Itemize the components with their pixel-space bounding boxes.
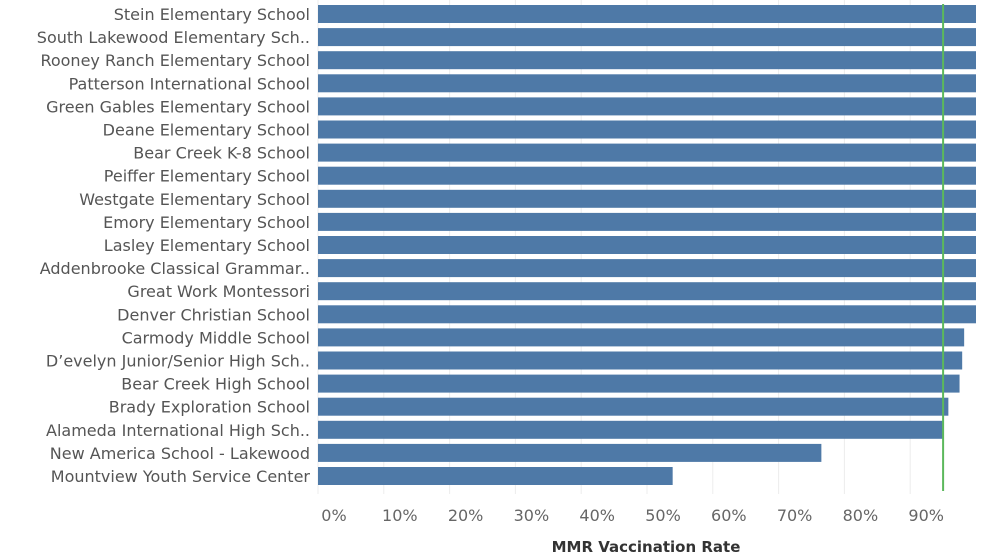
category-label: Brady Exploration School (109, 398, 310, 417)
bar[interactable] (318, 282, 976, 301)
bar[interactable] (318, 51, 976, 70)
bar[interactable] (318, 143, 976, 162)
bar[interactable] (318, 259, 976, 278)
category-label: Denver Christian School (117, 305, 310, 324)
x-axis-ticks: 0% 10% 20% 30% 40% 50% 60% 70% 80% 90% (321, 506, 944, 525)
category-label: Westgate Elementary School (79, 190, 310, 209)
category-label: Addenbrooke Classical Grammar.. (40, 259, 310, 278)
bar[interactable] (318, 212, 976, 231)
category-label: Alameda International High Sch.. (46, 421, 310, 440)
bar[interactable] (318, 374, 960, 393)
category-label: Rooney Ranch Elementary School (40, 51, 310, 70)
bar[interactable] (318, 305, 976, 324)
category-label: Peiffer Elementary School (104, 167, 310, 186)
bar[interactable] (318, 443, 822, 462)
bar[interactable] (318, 328, 965, 347)
bar[interactable] (318, 74, 976, 93)
category-label: Deane Elementary School (103, 121, 310, 140)
category-label: Green Gables Elementary School (46, 97, 310, 116)
bar[interactable] (318, 5, 976, 23)
category-label: South Lakewood Elementary Sch.. (37, 28, 310, 47)
bar[interactable] (318, 351, 963, 370)
x-tick-label: 80% (843, 506, 879, 525)
bar[interactable] (318, 97, 976, 116)
bar[interactable] (318, 420, 943, 439)
x-tick-label: 10% (382, 506, 418, 525)
x-tick-label: 20% (448, 506, 484, 525)
category-label: Stein Elementary School (114, 5, 310, 24)
bar[interactable] (318, 467, 673, 485)
bar[interactable] (318, 166, 976, 185)
category-label: Great Work Montessori (127, 282, 310, 301)
x-axis-title: MMR Vaccination Rate (552, 538, 741, 556)
x-tick-label: 40% (579, 506, 615, 525)
x-tick-label: 50% (645, 506, 681, 525)
category-label: Mountview Youth Service Center (51, 467, 311, 486)
x-tick-label: 30% (514, 506, 550, 525)
category-label: New America School - Lakewood (50, 444, 310, 463)
bar[interactable] (318, 236, 976, 254)
category-label: Patterson International School (69, 74, 310, 93)
category-label: Lasley Elementary School (104, 236, 310, 255)
bar[interactable] (318, 120, 976, 139)
category-label: Bear Creek K-8 School (133, 144, 310, 163)
category-label: Emory Elementary School (103, 213, 310, 232)
bars (318, 5, 976, 485)
x-tick-label: 90% (908, 506, 944, 525)
category-label: Bear Creek High School (121, 375, 310, 394)
x-tick-label: 0% (321, 506, 346, 525)
x-tick-label: 60% (711, 506, 747, 525)
category-labels: Stein Elementary School South Lakewood El… (37, 5, 311, 486)
category-label: D’evelyn Junior/Senior High Sch.. (46, 352, 310, 371)
bar[interactable] (318, 397, 949, 416)
x-tick-label: 70% (777, 506, 813, 525)
bar[interactable] (318, 189, 976, 208)
category-label: Carmody Middle School (122, 328, 310, 347)
bar[interactable] (318, 28, 976, 47)
